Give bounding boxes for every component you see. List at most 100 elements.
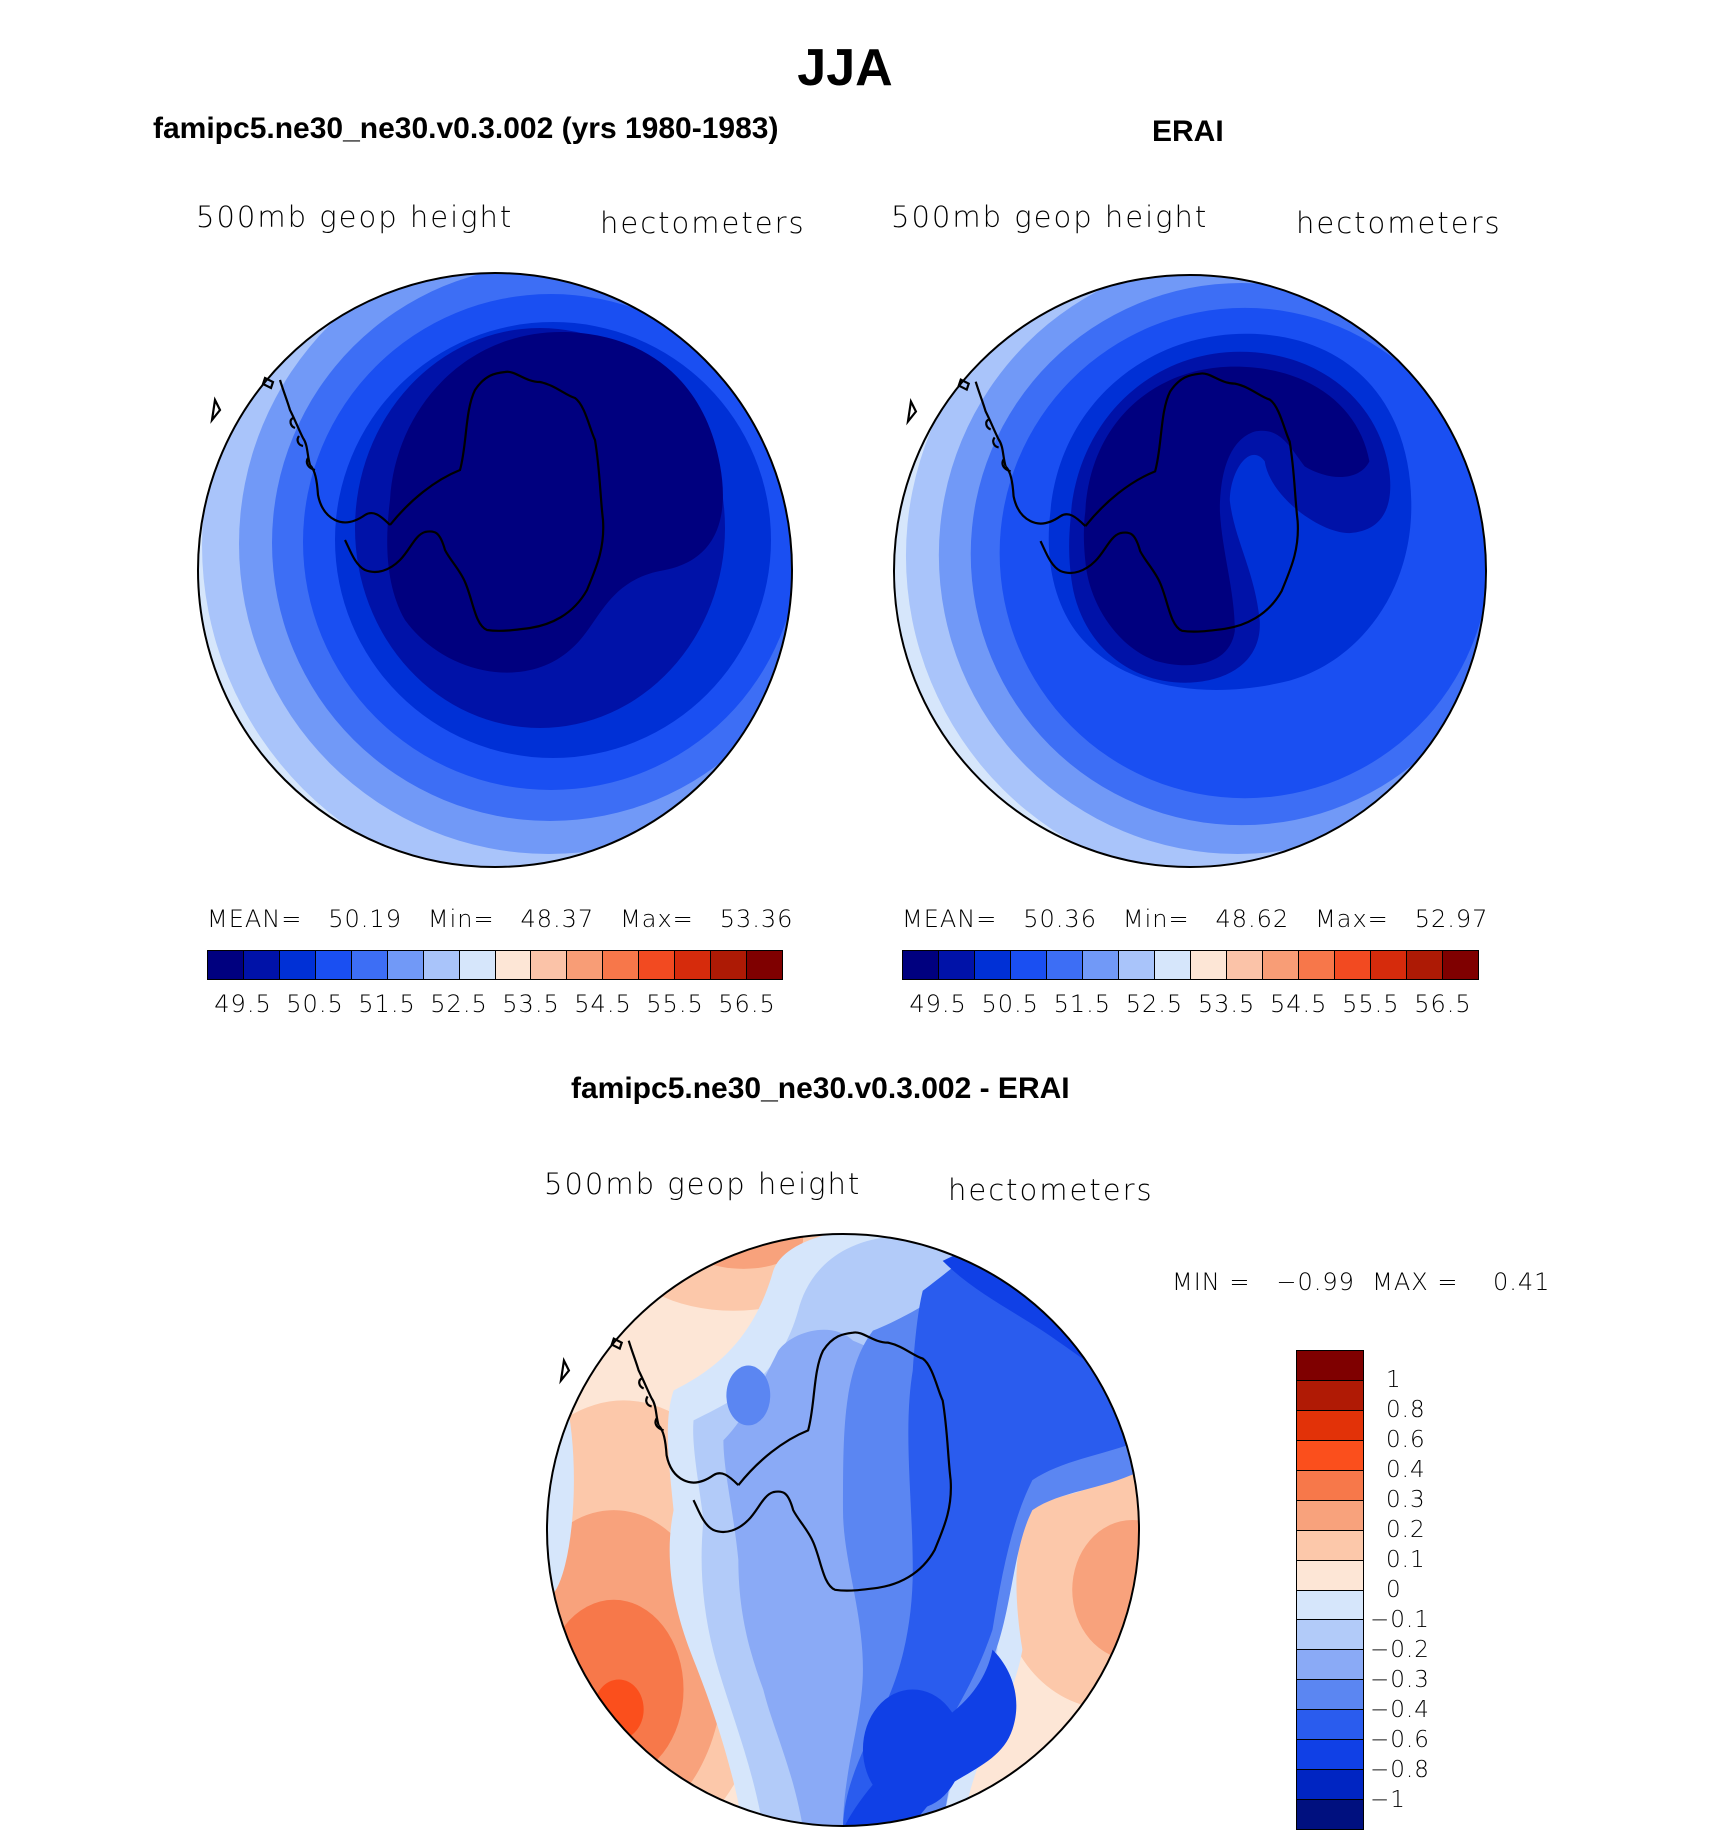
model-colorbar-swatch (315, 951, 352, 979)
diff-units-label: hectometers (948, 1173, 1154, 1207)
model-colorbar-swatch (711, 951, 748, 979)
obs-colorbar-swatch (1335, 951, 1371, 979)
obs-colorbar-swatch (903, 951, 939, 979)
diff-colorbar-swatch (1297, 1620, 1363, 1651)
diff-coastline (559, 1331, 952, 1592)
diff-colorbar-tick-label: 0 (1386, 1577, 1402, 1603)
obs-max-label: Max= (1315, 905, 1389, 933)
model-colorbar-swatch (387, 951, 424, 979)
diff-colorbar-tick-label: 0.4 (1386, 1457, 1426, 1483)
diff-colorbar-tick-label: −0.8 (1370, 1757, 1430, 1783)
diff-colorbar-tick-label: 0.3 (1386, 1487, 1426, 1513)
model-min-value: 48.37 (520, 905, 595, 933)
diff-colorbar-swatch (1297, 1500, 1363, 1531)
diff-colorbar-tick-label: 0.6 (1386, 1427, 1426, 1453)
model-colorbar-tick-label: 52.5 (430, 990, 488, 1018)
obs-colorbar-swatch (1263, 951, 1299, 979)
diff-colorbar-tick-label: −0.4 (1370, 1697, 1430, 1723)
model-polar-map (197, 272, 793, 868)
obs-colorbar-swatch (1407, 951, 1443, 979)
model-mean-value: 50.19 (328, 905, 402, 933)
model-colorbar-swatch (351, 951, 388, 979)
obs-colorbar-tick-label: 51.5 (1053, 990, 1112, 1018)
diff-colorbar-swatch (1297, 1710, 1363, 1741)
obs-colorbar-ticks: 49.5 50.5 51.5 52.5 53.5 54.5 55.5 56.5 (902, 990, 1479, 1020)
diff-colorbar-swatch (1297, 1351, 1363, 1381)
model-units-label: hectometers (600, 206, 806, 240)
model-colorbar-tick-label: 50.5 (286, 990, 344, 1018)
model-variable-label: 500mb geop height (196, 200, 514, 234)
model-colorbar-tick-label: 54.5 (574, 990, 632, 1018)
model-colorbar-tick-label: 55.5 (646, 990, 704, 1018)
diff-colorbar-tick-label: −0.1 (1370, 1607, 1430, 1633)
model-colorbar-swatch (567, 951, 604, 979)
diff-variable-label: 500mb geop height (544, 1167, 862, 1201)
obs-units-label: hectometers (1296, 206, 1502, 240)
obs-stats: MEAN= 50.36 Min= 48.62 Max= 52.97 (902, 905, 1488, 933)
diff-colorbar-swatch (1297, 1770, 1363, 1801)
obs-colorbar-swatch (1371, 951, 1407, 979)
model-colorbar-swatch (675, 951, 712, 979)
model-colorbar (207, 950, 783, 980)
obs-min-label: Min= (1122, 905, 1190, 933)
obs-colorbar-tick-label: 50.5 (981, 990, 1039, 1018)
obs-colorbar-swatch (1011, 951, 1047, 979)
obs-colorbar-swatch (1119, 951, 1155, 979)
diff-colorbar-swatch (1297, 1440, 1363, 1471)
model-colorbar-tick-label: 53.5 (502, 990, 560, 1018)
diff-colorbar-swatch (1297, 1410, 1363, 1441)
figure-title: JJA (797, 39, 893, 97)
diff-polar-map (545, 1232, 1141, 1828)
model-colorbar-swatch (495, 951, 532, 979)
model-colorbar-swatch (208, 951, 244, 979)
obs-colorbar-swatch (1443, 951, 1478, 979)
obs-colorbar-swatch (939, 951, 975, 979)
obs-colorbar-tick-label: 54.5 (1269, 990, 1328, 1018)
model-max-label: Max= (620, 905, 694, 933)
obs-colorbar-swatch (975, 951, 1011, 979)
model-colorbar-swatch (747, 951, 782, 979)
obs-colorbar-tick-label: 56.5 (1414, 990, 1472, 1018)
model-panel-title: famipc5.ne30_ne30.v0.3.002 (yrs 1980-198… (153, 112, 779, 145)
obs-colorbar (902, 950, 1479, 980)
diff-colorbar (1296, 1350, 1364, 1830)
diff-colorbar-swatch (1297, 1680, 1363, 1711)
diff-colorbar-tick-label: −0.6 (1370, 1727, 1430, 1753)
obs-colorbar-tick-label: 55.5 (1342, 990, 1400, 1018)
obs-colorbar-swatch (1155, 951, 1191, 979)
obs-colorbar-swatch (1083, 951, 1119, 979)
obs-mean-value: 50.36 (1023, 905, 1097, 933)
model-colorbar-swatch (423, 951, 460, 979)
model-stats: MEAN= 50.19 Min= 48.37 Max= 53.36 (207, 905, 793, 933)
model-colorbar-tick-label: 51.5 (358, 990, 416, 1018)
diff-colorbar-swatch (1297, 1740, 1363, 1771)
diff-colorbar-ticks: 1 0.8 0.6 0.4 0.3 0.2 0.1 0 −0.1 −0.2 −0.3 −0.4 −0.6… (1370, 1350, 1478, 1830)
obs-mean-label: MEAN= (902, 905, 998, 933)
model-colorbar-swatch (279, 951, 316, 979)
model-colorbar-swatch (243, 951, 280, 979)
obs-colorbar-swatch (1047, 951, 1083, 979)
diff-colorbar-tick-label: −0.2 (1370, 1637, 1430, 1663)
obs-min-value: 48.62 (1215, 905, 1290, 933)
diff-colorbar-tick-label: 0.2 (1386, 1517, 1426, 1543)
model-colorbar-swatch (459, 951, 496, 979)
obs-colorbar-swatch (1299, 951, 1335, 979)
diff-colorbar-swatch (1297, 1470, 1363, 1501)
model-colorbar-tick-label: 56.5 (718, 990, 776, 1018)
diff-colorbar-swatch (1297, 1650, 1363, 1681)
diff-panel-title: famipc5.ne30_ne30.v0.3.002 - ERAI (571, 1072, 1070, 1105)
obs-colorbar-tick-label: 49.5 (909, 990, 967, 1018)
diff-colorbar-swatch (1297, 1560, 1363, 1591)
model-colorbar-tick-label: 49.5 (214, 990, 272, 1018)
model-min-label: Min= (427, 905, 495, 933)
model-max-value: 53.36 (719, 905, 794, 933)
diff-colorbar-tick-label: 0.8 (1386, 1397, 1426, 1423)
obs-coastline (906, 372, 1299, 633)
diff-colorbar-tick-label: −0.3 (1370, 1667, 1430, 1693)
obs-colorbar-tick-label: 53.5 (1197, 990, 1256, 1018)
model-mean-label: MEAN= (207, 905, 303, 933)
obs-colorbar-swatch (1191, 951, 1227, 979)
diff-minmax: MIN = −0.99 MAX = 0.41 (1172, 1268, 1551, 1296)
obs-colorbar-tick-label: 52.5 (1125, 990, 1184, 1018)
model-colorbar-ticks: 49.5 50.5 51.5 52.5 53.5 54.5 55.5 56.5 (207, 990, 783, 1020)
